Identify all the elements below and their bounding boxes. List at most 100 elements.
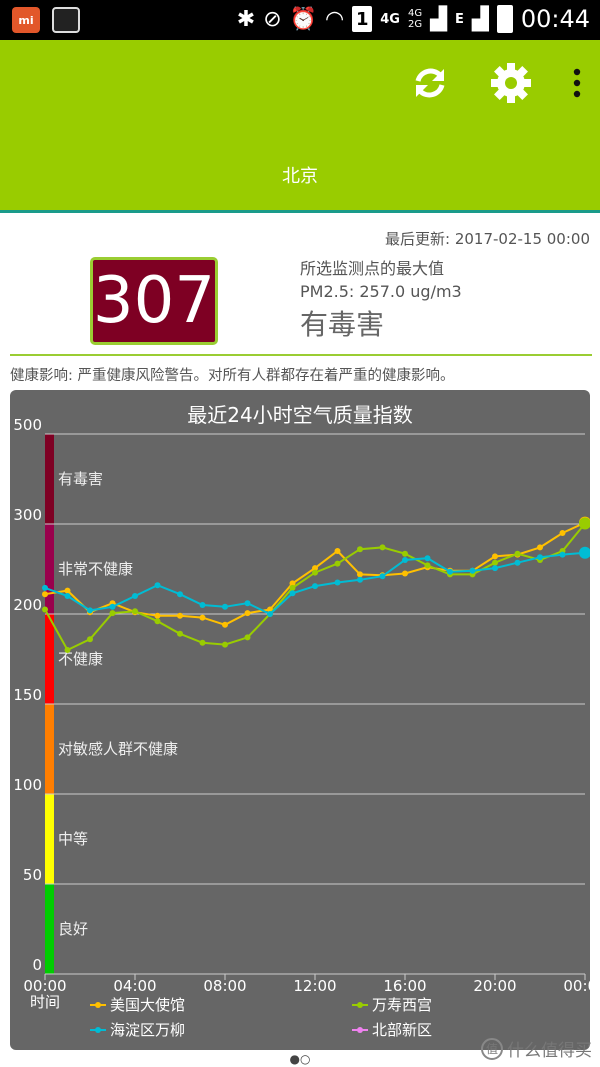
aqi-band-4 [45,524,54,614]
sim-slot-badge: 1 [352,6,373,32]
y-tick-label: 200 [13,596,42,614]
legend-swatch-dot [95,1002,101,1008]
band-label: 良好 [58,920,88,938]
edge-network-label: E [455,11,464,27]
data-point [357,546,363,553]
y-tick-label: 150 [13,686,42,704]
last-updated-text: 最后更新: 2017-02-15 00:00 [385,230,590,248]
data-point [42,606,48,613]
gallery-notification-icon [52,7,80,33]
aqi-band-0 [45,884,54,974]
data-point [469,567,476,574]
data-point [312,565,318,572]
data-point [132,608,138,615]
x-tick-label: 12:00 [293,977,336,995]
data-point [402,557,408,563]
y-tick-label: 0 [32,956,42,974]
data-point [289,584,296,591]
x-tick-label: 00:00 [23,977,66,995]
data-point [559,551,566,558]
aqi-band-1 [45,794,54,884]
battery-icon [496,5,513,33]
data-point [402,550,408,557]
band-label: 中等 [58,830,88,848]
data-point [379,573,386,580]
x-tick-label: 16:00 [383,977,426,995]
refresh-icon[interactable] [410,63,450,103]
aqi-info: 所选监测点的最大值 PM2.5: 257.0 ug/m3 有毒害 [300,258,462,346]
legend-label: 美国大使馆 [110,996,185,1014]
data-point [312,569,318,576]
data-point [154,612,161,619]
gear-icon[interactable] [490,62,532,104]
data-point [244,600,251,607]
data-point [154,618,161,625]
wifi-icon: ◠ [325,6,345,32]
watermark-logo-icon: 值 [481,1037,503,1060]
aqi-band-3 [45,614,54,704]
data-point [289,590,296,597]
divider [10,354,592,356]
data-point [357,576,363,583]
legend-swatch-dot [357,1002,363,1008]
chart-title: 最近24小时空气质量指数 [187,403,412,427]
band-label: 对敏感人群不健康 [58,740,178,758]
page-indicator: ●○ [289,1052,311,1066]
data-point [87,636,93,643]
signal-strength-icon: ▟ [430,6,448,32]
legend-label: 万寿西宫 [372,996,432,1014]
watermark: 值 什么值得买 [481,1036,592,1061]
dual-network-badge: 4G 2G [407,8,423,30]
data-point [64,647,71,653]
bluetooth-icon: ✱ [236,6,256,32]
data-point [222,603,228,610]
data-point [334,548,341,554]
y-tick-label: 100 [13,776,42,794]
health-impact-text: 健康影响: 严重健康风险警告。对所有人群都存在着严重的健康影响。 [10,368,455,384]
data-point [334,579,341,586]
data-point [177,630,183,637]
data-point [289,580,296,587]
legend-label: 北部新区 [372,1021,432,1039]
data-point [312,583,318,590]
data-point [492,553,498,560]
data-point [132,593,138,599]
data-point [177,591,183,598]
data-point [334,560,341,567]
data-point [424,562,431,569]
x-tick-label: 20:00 [473,977,516,995]
tab-indicator [0,210,600,213]
band-label: 非常不健康 [58,560,133,578]
data-point [222,641,228,648]
data-point [42,591,48,598]
data-point [357,571,363,578]
data-point [244,634,251,641]
y-tick-label: 50 [23,866,42,884]
x-tick-label: 00:00 [563,977,590,995]
mute-icon: ⊘ [263,6,282,32]
clock: 00:44 [520,5,590,33]
band-label: 不健康 [58,650,103,668]
legend-label: 海淀区万柳 [110,1021,185,1039]
x-tick-label: 08:00 [203,977,246,995]
data-point [424,555,431,562]
data-point [579,517,590,530]
data-point [199,602,206,608]
data-point [447,568,453,575]
data-point [64,593,71,599]
aqi-chart-card: 最近24小时空气质量指数 良好 中等 对敏感人群不健康 不健康 非常不健康 有毒害 0 50… [10,390,590,1050]
legend-swatch-dot [95,1027,101,1033]
city-title[interactable]: 北京 [282,166,318,187]
overflow-menu-icon[interactable] [572,68,582,98]
pm25-value: PM2.5: 257.0 ug/m3 [300,282,462,301]
x-tick-label: 04:00 [113,977,156,995]
max-value-label: 所选监测点的最大值 [300,259,445,278]
data-point [379,544,386,551]
data-point [199,639,206,646]
data-point [514,550,521,557]
data-point [537,554,543,561]
data-point [87,607,93,614]
y-tick-label: 300 [13,506,42,524]
data-point [154,582,161,589]
